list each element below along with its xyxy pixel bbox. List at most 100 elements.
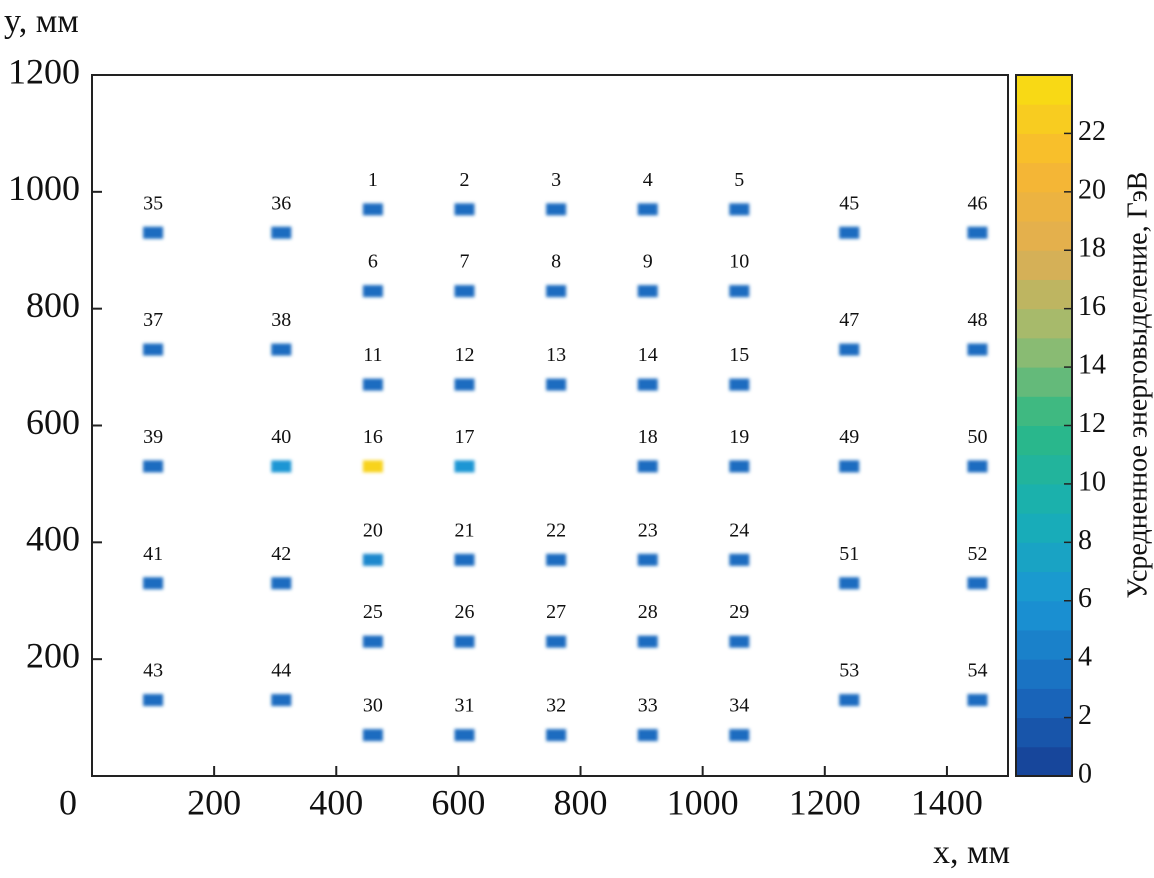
detector: [729, 553, 750, 566]
detector-label: 28: [638, 601, 658, 623]
detector: [967, 460, 988, 473]
plot-frame: [91, 74, 1009, 777]
colorbar-tick-label: 22: [1078, 116, 1106, 147]
detector: [454, 203, 475, 216]
colorbar-tick-label: 4: [1078, 642, 1092, 673]
colorbar-band: [1016, 659, 1072, 689]
x-tick-label: 600: [431, 782, 485, 822]
detector: [271, 226, 292, 239]
detector: [362, 378, 383, 391]
detector-label: 22: [546, 519, 566, 541]
detector: [454, 635, 475, 648]
detector: [271, 694, 292, 707]
detector: [729, 378, 750, 391]
colorbar-band: [1016, 191, 1072, 222]
detector: [839, 694, 860, 707]
detector: [729, 635, 750, 648]
x-tick-label: 1200: [789, 782, 861, 822]
detector: [839, 460, 860, 473]
colorbar-tick-label: 18: [1078, 233, 1106, 264]
detector-label: 25: [363, 601, 383, 623]
detector-label: 10: [729, 251, 749, 273]
detector: [546, 203, 567, 216]
colorbar-tick-label: 0: [1078, 758, 1092, 789]
detector-label: 5: [734, 169, 744, 191]
detector: [839, 343, 860, 356]
detector: [143, 343, 164, 356]
y-tick-label: 400: [26, 519, 80, 559]
colorbar-tick-label: 12: [1078, 408, 1106, 439]
detector: [637, 203, 658, 216]
detector-label: 3: [551, 169, 561, 191]
detector-label: 40: [271, 426, 291, 448]
detector-label: 47: [839, 309, 859, 331]
detector-label: 50: [967, 426, 987, 448]
detector-label: 20: [363, 519, 383, 541]
detector-label: 27: [546, 601, 566, 623]
detector-label: 8: [551, 251, 561, 273]
detector-label: 19: [729, 426, 749, 448]
detector: [637, 460, 658, 473]
y-tick-label: 800: [26, 285, 80, 325]
colorbar-tick-label: 6: [1078, 583, 1092, 614]
detector-label: 23: [638, 519, 658, 541]
colorbar-band: [1016, 337, 1072, 368]
colorbar-band: [1016, 513, 1072, 543]
detector: [362, 285, 383, 298]
detector-label: 30: [363, 695, 383, 717]
detector: [967, 694, 988, 707]
detector: [729, 460, 750, 473]
detector-label: 21: [455, 519, 475, 541]
detector: [546, 635, 567, 648]
detector: [967, 577, 988, 590]
detector: [454, 460, 475, 473]
detector-label: 26: [455, 601, 475, 623]
colorbar-band: [1016, 250, 1072, 280]
colorbar-band: [1016, 571, 1072, 602]
detector: [454, 553, 475, 566]
detector: [362, 203, 383, 216]
detector: [546, 553, 567, 566]
detector: [637, 553, 658, 566]
detector: [729, 729, 750, 742]
y-tick-label: 600: [26, 402, 80, 442]
detector-label: 33: [638, 695, 658, 717]
detector-label: 2: [460, 169, 470, 191]
detector-label: 53: [839, 660, 859, 682]
detector: [143, 460, 164, 473]
colorbar-tick-label: 16: [1078, 291, 1106, 322]
detector-label: 46: [967, 192, 987, 214]
colorbar-band: [1016, 542, 1072, 573]
detector: [362, 553, 383, 566]
colorbar-band: [1016, 133, 1072, 164]
colorbar-band: [1016, 104, 1072, 134]
colorbar-tick-label: 2: [1078, 700, 1092, 731]
x-tick-label: 200: [187, 782, 241, 822]
detector-label: 1: [368, 169, 378, 191]
colorbar-band: [1016, 162, 1072, 193]
detector: [546, 378, 567, 391]
detector: [729, 203, 750, 216]
detector-label: 41: [143, 543, 163, 565]
detector-label: 39: [143, 426, 163, 448]
detector: [362, 729, 383, 742]
detector-label: 11: [363, 344, 382, 366]
detector: [271, 577, 292, 590]
detector-label: 36: [271, 192, 291, 214]
detector-label: 24: [729, 519, 749, 541]
detector: [729, 285, 750, 298]
detector-label: 13: [546, 344, 566, 366]
detector: [143, 694, 164, 707]
detector: [967, 226, 988, 239]
y-tick-label: 1000: [8, 168, 80, 208]
detector-label: 4: [643, 169, 653, 191]
colorbar-band: [1016, 746, 1072, 777]
detector-label: 54: [967, 660, 987, 682]
detector: [967, 343, 988, 356]
colorbar-band: [1016, 717, 1072, 748]
colorbar-label: Усредненное энерговыделение, ГэВ: [1122, 172, 1153, 599]
detector: [546, 285, 567, 298]
detector-label: 52: [967, 543, 987, 565]
detector-label: 43: [143, 660, 163, 682]
